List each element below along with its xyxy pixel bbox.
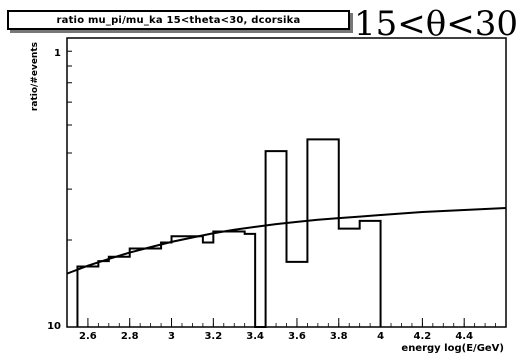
y-axis-label: ratio/#events <box>30 42 40 111</box>
x-tick-label: 3.4 <box>246 331 264 342</box>
x-tick-label: 3.2 <box>204 331 222 342</box>
x-tick-label: 2.8 <box>121 331 139 342</box>
x-tick-label: 3.8 <box>330 331 348 342</box>
x-tick-label: 4.4 <box>455 331 473 342</box>
x-axis-label: energy log(E/GeV) <box>401 343 504 354</box>
y-tick-label: 1 <box>54 48 61 59</box>
x-tick-label: 4 <box>377 331 384 342</box>
x-tick-label: 3 <box>168 331 175 342</box>
fit-curve <box>66 207 507 275</box>
chart-title: ratio mu_pi/mu_ka 15<theta<30, dcorsika <box>7 10 350 30</box>
x-tick-label: 4.2 <box>414 331 432 342</box>
x-tick-label: 3.6 <box>288 331 306 342</box>
y-tick-label: 10 <box>47 321 61 332</box>
histogram-series <box>76 138 382 328</box>
x-tick-label: 2.6 <box>79 331 97 342</box>
